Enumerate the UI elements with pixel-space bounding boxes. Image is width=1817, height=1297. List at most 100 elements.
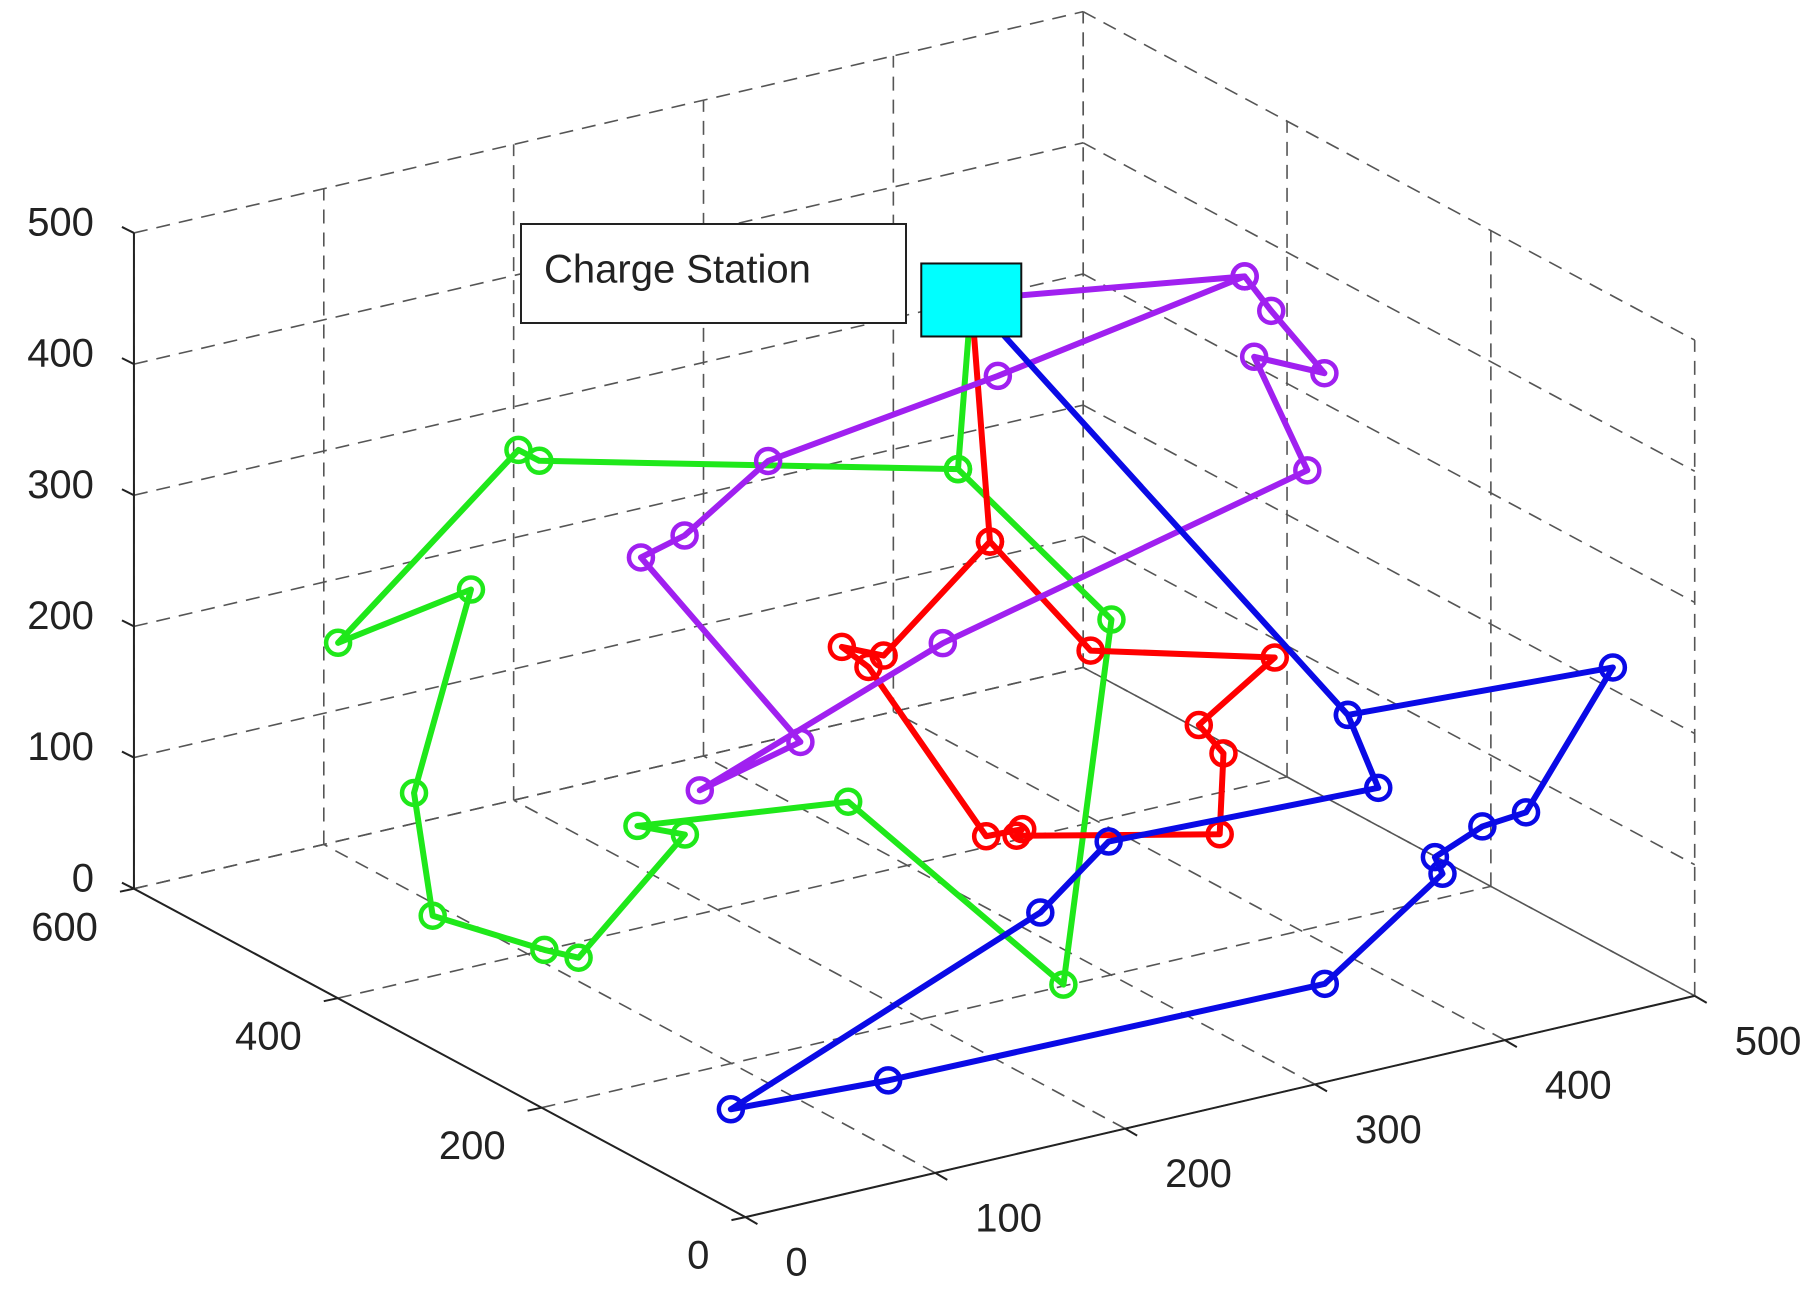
route-point — [1598, 653, 1628, 682]
route-point — [753, 446, 783, 476]
x-tick — [1504, 1039, 1518, 1048]
route-point — [928, 628, 958, 658]
route-point — [456, 575, 486, 604]
z-tick-label: 400 — [27, 332, 94, 376]
grid-line — [133, 10, 1084, 234]
route-point — [943, 454, 973, 484]
route-point — [1209, 739, 1238, 768]
annotation: Charge Station — [544, 248, 811, 292]
route-point — [530, 935, 559, 965]
y-tick-label: 600 — [31, 905, 98, 949]
x-tick — [1314, 1083, 1328, 1093]
grid-line — [703, 755, 1316, 1086]
route-point — [1256, 296, 1286, 326]
route-point — [670, 521, 699, 550]
route-line — [727, 297, 1616, 1113]
route-point — [1002, 821, 1031, 850]
route-point — [833, 787, 863, 816]
x-tick-label: 300 — [1355, 1108, 1422, 1152]
route-point — [323, 628, 353, 658]
grid-line — [1082, 404, 1696, 735]
route-point — [716, 1095, 746, 1124]
grid-line — [133, 535, 1084, 759]
z-tick — [121, 226, 135, 234]
route-point — [1310, 969, 1340, 999]
z-tick — [121, 357, 135, 365]
z-tick — [121, 619, 135, 628]
grid-line — [1082, 535, 1696, 866]
route-point — [786, 727, 815, 757]
charge-station — [920, 262, 1023, 338]
route-point — [1333, 700, 1363, 730]
grid-line — [513, 799, 1126, 1130]
grid-line — [133, 666, 1084, 890]
z-tick-label: 100 — [27, 725, 94, 769]
route-point — [1049, 970, 1078, 999]
marks — [323, 262, 1628, 1124]
grid-line — [133, 404, 1084, 628]
grid-line — [1082, 10, 1696, 341]
route-point — [1468, 812, 1497, 841]
route-point — [1420, 842, 1450, 872]
grid-line — [1082, 273, 1696, 604]
y-tick — [119, 887, 135, 893]
route-point — [971, 822, 1001, 851]
route-point — [623, 811, 652, 841]
route-point — [1184, 710, 1214, 740]
grid-line — [1082, 142, 1696, 472]
z-tick-label: 300 — [27, 463, 94, 507]
x-tick-label: 400 — [1545, 1064, 1612, 1108]
y-tick — [731, 1216, 746, 1222]
annotation-box — [520, 223, 907, 324]
route-point — [504, 435, 533, 465]
route-point — [869, 641, 898, 670]
route-point — [873, 1066, 903, 1095]
route-point — [983, 361, 1013, 391]
route-point — [1260, 643, 1289, 672]
y-tick — [323, 997, 338, 1003]
route-point — [1239, 342, 1269, 372]
route-point — [1428, 859, 1457, 889]
grid-line — [541, 885, 1492, 1109]
x-tick — [1694, 994, 1708, 1004]
route-point — [1097, 605, 1126, 634]
z-tick — [121, 750, 135, 759]
grid-line — [337, 776, 1288, 999]
grid-line — [323, 843, 936, 1174]
route-point — [1293, 456, 1322, 485]
y-tick — [527, 1106, 542, 1112]
grid-line — [892, 710, 1506, 1041]
route-point — [1026, 898, 1055, 927]
route-point — [1364, 773, 1393, 803]
x-tick-label: 500 — [1735, 1019, 1802, 1063]
route-point — [626, 543, 656, 572]
x-tick-label: 0 — [785, 1241, 807, 1285]
z-tick — [121, 488, 135, 497]
route-point — [564, 943, 593, 972]
route-point — [975, 527, 1005, 556]
x-tick — [1124, 1127, 1138, 1137]
route-point — [827, 632, 857, 662]
route-point — [1076, 636, 1105, 665]
x-tick — [934, 1172, 948, 1181]
route-point — [670, 820, 700, 849]
y-axis — [133, 887, 746, 1219]
route-point — [1094, 827, 1123, 856]
route-line — [335, 299, 1115, 988]
route-line — [637, 273, 1328, 794]
route-point — [685, 776, 715, 805]
route-point — [1310, 358, 1339, 388]
x-tick-label: 100 — [975, 1196, 1042, 1240]
route-point — [1007, 814, 1037, 844]
y-tick-label: 200 — [439, 1124, 506, 1168]
z-tick — [121, 881, 135, 890]
route-point — [1230, 262, 1259, 291]
x-tick — [744, 1216, 758, 1226]
z-tick-label: 0 — [72, 856, 94, 900]
y-tick-label: 400 — [235, 1015, 302, 1059]
route-point — [418, 901, 447, 930]
x-axis — [745, 994, 1695, 1219]
route-point — [399, 778, 429, 808]
axes: 0 100 200 300 400 500 0 200 400 600 0 100 200 300 400 5… — [27, 201, 1801, 1285]
